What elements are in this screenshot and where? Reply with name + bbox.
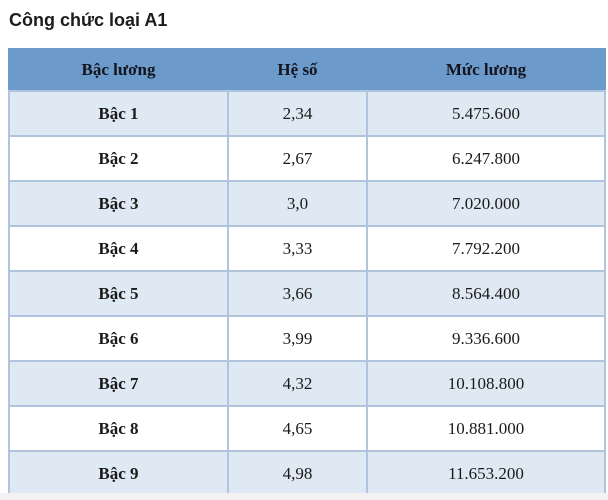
cell-coefficient: 2,34 (227, 90, 368, 137)
cell-level: Bậc 6 (8, 315, 229, 362)
cell-level: Bậc 4 (8, 225, 229, 272)
table-row: Bậc 5 3,66 8.564.400 (8, 270, 606, 317)
cell-coefficient: 4,65 (227, 405, 368, 452)
cell-coefficient: 3,33 (227, 225, 368, 272)
cell-coefficient: 3,99 (227, 315, 368, 362)
cell-salary: 10.881.000 (366, 405, 606, 452)
cell-level: Bậc 7 (8, 360, 229, 407)
cell-salary: 10.108.800 (366, 360, 606, 407)
cell-salary: 7.792.200 (366, 225, 606, 272)
cell-level: Bậc 8 (8, 405, 229, 452)
cell-level: Bậc 9 (8, 450, 229, 497)
cell-salary: 6.247.800 (366, 135, 606, 182)
cell-salary: 7.020.000 (366, 180, 606, 227)
cell-salary: 9.336.600 (366, 315, 606, 362)
cell-salary: 8.564.400 (366, 270, 606, 317)
page-title: Công chức loại A1 (9, 10, 168, 30)
table-row: Bậc 8 4,65 10.881.000 (8, 405, 606, 452)
table-header-row: Bậc lương Hệ số Mức lương (8, 48, 606, 92)
table-row: Bậc 2 2,67 6.247.800 (8, 135, 606, 182)
cell-salary: 11.653.200 (366, 450, 606, 497)
cell-level: Bậc 5 (8, 270, 229, 317)
cell-coefficient: 3,66 (227, 270, 368, 317)
salary-table: Bậc lương Hệ số Mức lương Bậc 1 2,34 5.4… (8, 48, 606, 497)
cell-coefficient: 3,0 (227, 180, 368, 227)
column-header-coefficient: Hệ số (227, 48, 368, 92)
table-row: Bậc 6 3,99 9.336.600 (8, 315, 606, 362)
cell-coefficient: 4,98 (227, 450, 368, 497)
table-row: Bậc 1 2,34 5.475.600 (8, 90, 606, 137)
cell-level: Bậc 3 (8, 180, 229, 227)
table-row: Bậc 3 3,0 7.020.000 (8, 180, 606, 227)
table-row: Bậc 4 3,33 7.792.200 (8, 225, 606, 272)
cell-level: Bậc 1 (8, 90, 229, 137)
table-row: Bậc 7 4,32 10.108.800 (8, 360, 606, 407)
cell-coefficient: 2,67 (227, 135, 368, 182)
page-bottom-strip (0, 493, 608, 500)
column-header-salary: Mức lương (366, 48, 606, 92)
table-row: Bậc 9 4,98 11.653.200 (8, 450, 606, 497)
cell-level: Bậc 2 (8, 135, 229, 182)
cell-salary: 5.475.600 (366, 90, 606, 137)
column-header-level: Bậc lương (8, 48, 229, 92)
cell-coefficient: 4,32 (227, 360, 368, 407)
